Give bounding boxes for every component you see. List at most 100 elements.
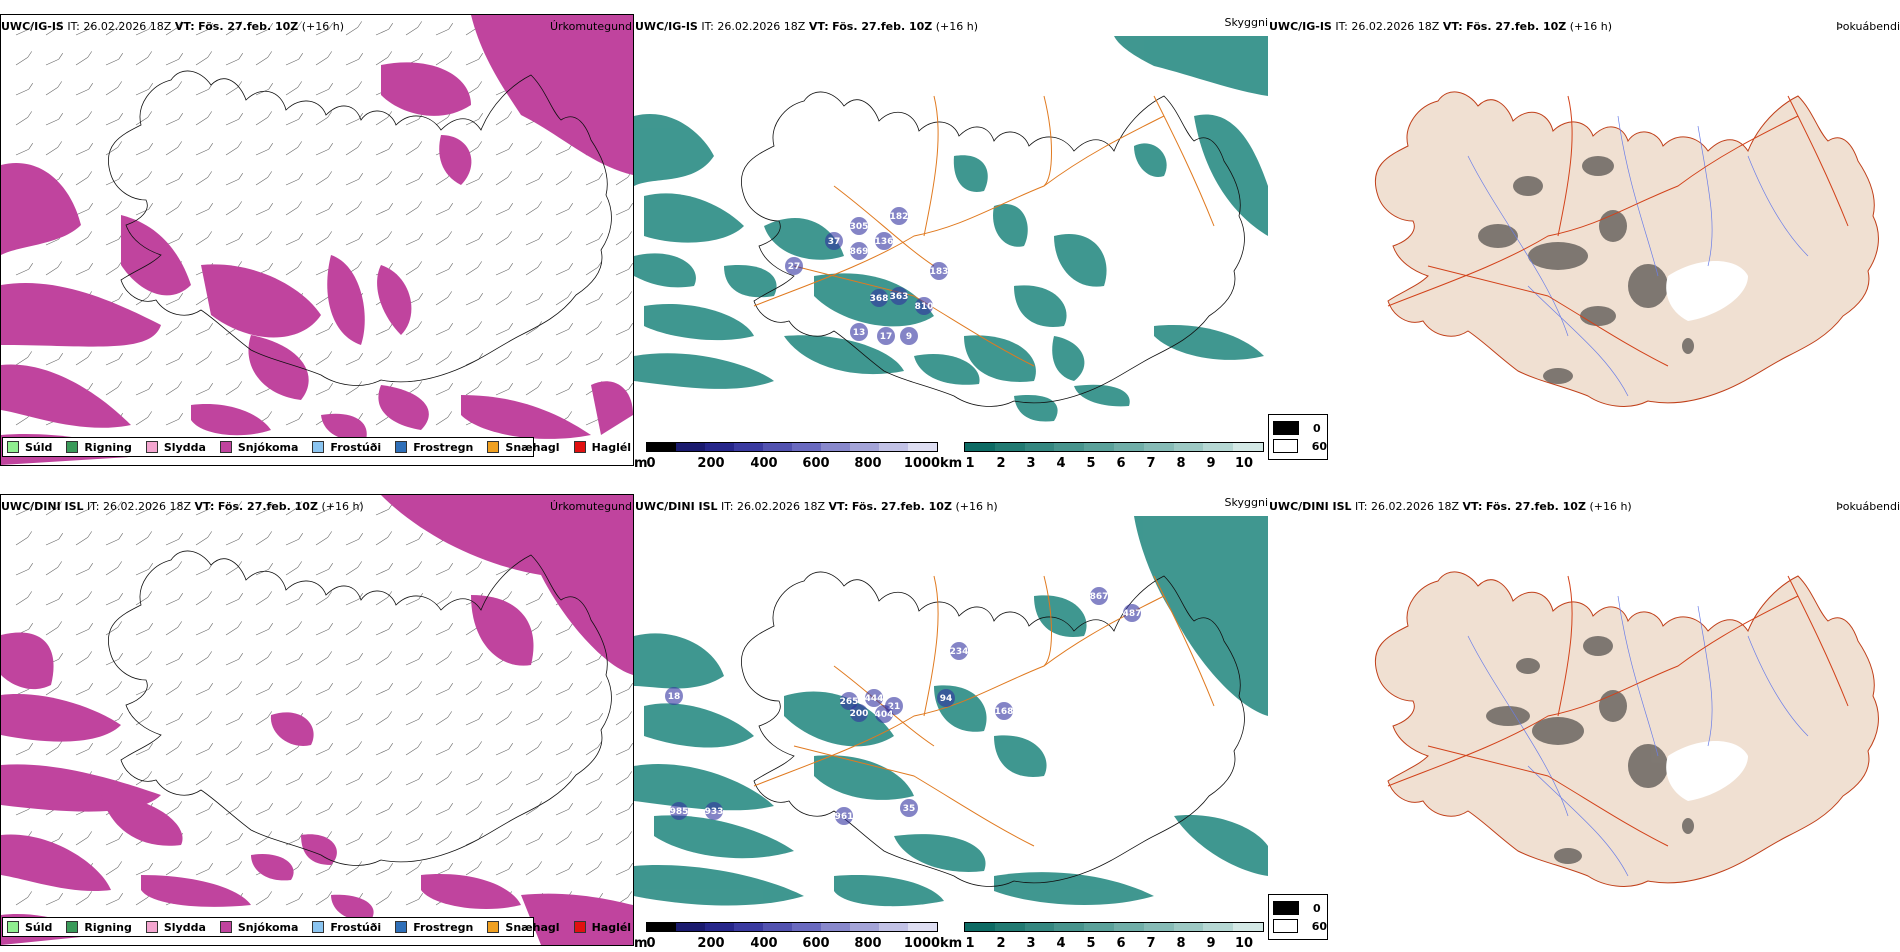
wind-barb	[585, 773, 604, 786]
wind-barb	[105, 53, 124, 66]
wind-barb	[105, 201, 122, 216]
wind-barb	[495, 743, 514, 756]
wind-barb	[105, 561, 122, 576]
swatch	[66, 921, 79, 933]
fog-legend-top: 0 60	[1268, 414, 1328, 460]
visibility-colorbar-top: km 1 2 3 4 5 6 7 8 9 10	[940, 442, 1264, 472]
cloud-base-label: 168	[995, 707, 1014, 717]
wind-barb	[435, 203, 454, 216]
wind-barb	[525, 321, 542, 336]
wind-barb	[105, 741, 122, 756]
wind-barb	[555, 263, 574, 276]
wind-barb	[195, 351, 212, 366]
wind-barb	[615, 203, 633, 216]
wind-barb	[165, 561, 182, 576]
wind-barb	[345, 561, 362, 576]
cloud-base-label: 136	[875, 237, 894, 247]
legend-item-slydda: Slydda	[145, 921, 206, 934]
cloud-base-blob	[705, 802, 723, 820]
wind-barb	[345, 713, 364, 726]
swatch	[573, 441, 586, 453]
wind-barb	[375, 351, 392, 366]
wind-barb	[255, 831, 272, 846]
glacier-top	[1666, 261, 1748, 321]
wind-barb	[405, 713, 424, 726]
wind-barb	[255, 803, 274, 816]
wind-barb	[435, 803, 454, 816]
wind-barb	[45, 21, 62, 36]
wind-barb	[15, 531, 32, 546]
wind-barb	[525, 681, 542, 696]
wind-barb	[15, 591, 32, 606]
wind-barb	[555, 231, 572, 246]
legend-item-frostregn: Frostregn	[395, 921, 473, 934]
wind-barb	[15, 891, 32, 906]
wind-barb	[15, 111, 32, 126]
wind-barb	[525, 141, 542, 156]
wind-barb	[255, 51, 272, 66]
wind-barb	[585, 861, 602, 876]
wind-barb	[45, 81, 62, 96]
wind-barb	[135, 863, 154, 876]
cloud-base-blob	[850, 242, 868, 260]
wind-barb	[585, 353, 604, 366]
wind-barb	[285, 593, 304, 606]
fog-legend-bottom: 0 60	[1268, 894, 1328, 940]
cloud-base-label: 17	[880, 332, 893, 342]
cloud-base-blob	[937, 689, 955, 707]
swatch	[1273, 439, 1298, 453]
wind-barb	[465, 801, 482, 816]
wind-barb	[375, 51, 392, 66]
precip-map-bottom	[0, 494, 634, 946]
legend-item-frostregn: Frostregn	[395, 441, 473, 454]
legend-item-haglel: Haglél	[573, 921, 631, 934]
wind-barb	[435, 351, 452, 366]
wind-barb	[15, 51, 32, 66]
precip-title-bottom: Úrkomutegund	[550, 500, 632, 513]
swatch	[145, 441, 158, 453]
wind-barb	[135, 111, 152, 126]
wind-barb	[15, 263, 34, 276]
cloud-base-blob	[665, 687, 683, 705]
wind-barb	[105, 353, 124, 366]
wind-barb	[75, 891, 92, 906]
wind-barb	[435, 291, 452, 306]
wind-barb	[555, 623, 574, 636]
precip-map-svg-bottom	[1, 495, 633, 945]
cloud-base-blob	[875, 705, 893, 723]
wind-barb	[225, 741, 242, 756]
wind-barb	[105, 533, 124, 546]
iceland-outline-vis-top	[741, 91, 1245, 407]
wind-barb	[555, 803, 574, 816]
wind-barb	[15, 743, 34, 756]
wind-barb	[45, 113, 64, 126]
wind-barb	[615, 803, 633, 816]
wind-barb	[435, 263, 454, 276]
iceland-outline-vis-bottom	[741, 571, 1245, 887]
wind-barb	[555, 203, 574, 216]
wind-barb	[285, 233, 304, 246]
wind-barb	[165, 741, 182, 756]
wind-barb	[405, 861, 422, 876]
wind-barb	[615, 231, 632, 246]
wind-barb	[375, 803, 394, 816]
wind-barb	[255, 711, 272, 726]
snowfall-areas-bottom	[1, 495, 633, 945]
wind-barb	[285, 413, 304, 426]
wind-barb	[555, 351, 572, 366]
wind-barb	[225, 533, 244, 546]
wind-barb	[585, 713, 604, 726]
cloud-base-label: 363	[890, 292, 909, 302]
visibility-map-svg-bottom: 867 487 234 94 265 444 21 168 200 404 985 933 961 18 3…	[634, 516, 1268, 907]
cloud-base-bar	[646, 442, 938, 452]
wind-barb	[255, 683, 274, 696]
wind-barb	[315, 711, 332, 726]
wind-barb	[285, 621, 302, 636]
wind-barb	[495, 771, 512, 786]
cloud-base-blob	[890, 287, 908, 305]
wind-barb	[465, 113, 484, 126]
wind-barb	[375, 531, 392, 546]
fog-legend-row: 60	[1269, 917, 1327, 935]
wind-barb	[435, 591, 452, 606]
wind-barb	[75, 143, 94, 156]
